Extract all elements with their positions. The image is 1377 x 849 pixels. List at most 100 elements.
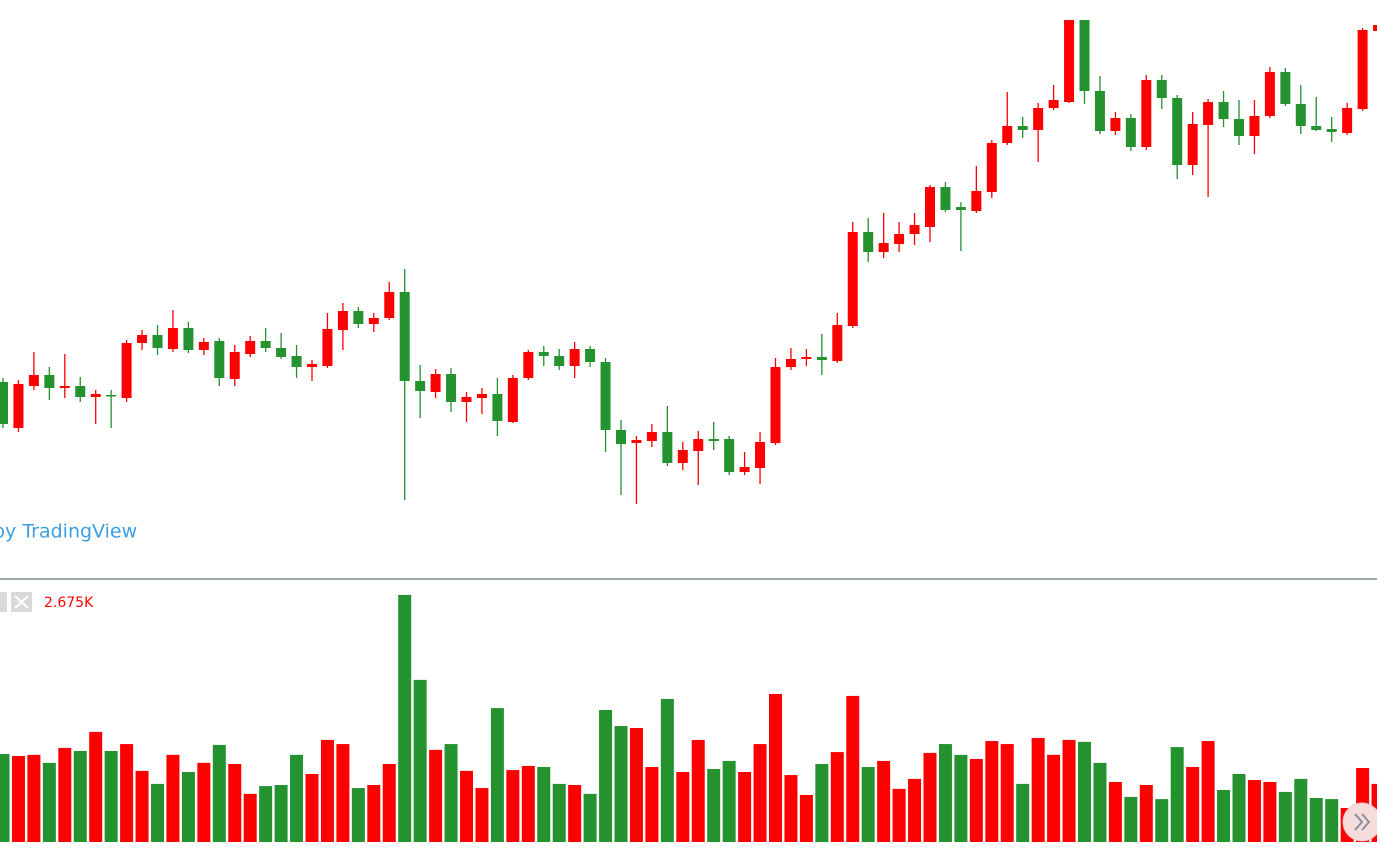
candle-body [1125,118,1136,147]
volume-bar [351,788,365,842]
candle-body [1079,20,1090,91]
volume-bar [954,754,968,842]
candle-body [631,440,642,443]
volume-bar [1016,783,1030,842]
volume-bar [228,763,242,842]
volume-bar [336,744,350,842]
candle-body [724,439,735,472]
volume-bar [799,794,813,842]
volume-bar [429,749,443,842]
volume-bar [320,739,334,842]
volume-bar [212,744,226,842]
volume-bar [305,773,319,842]
candle-body [415,381,426,391]
candle-body [1264,72,1275,116]
volume-bar [830,752,844,842]
volume-bar [660,698,674,842]
volume-bar [1294,778,1308,842]
candle-body [384,292,395,318]
volume-bar [1309,798,1323,842]
settings-icon[interactable] [0,592,7,612]
candle-body [523,352,534,378]
volume-bar [923,752,937,842]
candle-body [693,439,704,451]
candle-body [770,367,781,443]
candle-body [801,357,812,359]
candle-body [492,394,503,421]
volume-bar [645,767,659,842]
candle-body [847,232,858,326]
volume-bar [892,788,906,842]
volume-bar [908,778,922,842]
volume-bar [197,762,211,842]
volume-bar [676,772,690,842]
candle-body [307,364,317,367]
volume-bar [769,693,782,842]
candle-body [183,328,194,350]
candle-body [1156,80,1167,98]
volume-bar [1078,741,1091,842]
candle-body [198,342,209,350]
volume-bar [1155,799,1169,842]
volume-bar [444,744,458,842]
volume-bar [1000,744,1014,842]
candle-body [1017,126,1028,130]
candle-body [1002,126,1013,143]
candle-body [940,187,951,210]
volume-bar [73,750,87,842]
candle-body [909,225,920,234]
candle-body [1357,30,1368,109]
volume-bar [985,741,999,842]
candle-body [971,191,982,211]
candle-body [646,432,657,441]
volume-bar [521,765,535,842]
candle-body [955,207,966,210]
close-icon[interactable] [11,592,32,612]
volume-bar [1139,785,1153,842]
candle-body [1172,98,1183,165]
volume-bar [0,754,10,842]
volume-bar [290,754,304,842]
candle-body [569,349,580,366]
candle-body [229,352,240,379]
candle-body [894,234,905,244]
volume-bar [120,744,134,842]
scroll-right-button[interactable] [1342,802,1377,842]
volume-bar [1201,741,1215,842]
candle-body [832,325,843,361]
candle-body [554,356,565,366]
candle-body [1064,20,1075,102]
volume-bar [846,695,860,842]
candle-body [399,292,410,381]
candle-body [1110,118,1121,131]
candle-body [90,394,101,397]
volume-bar [181,772,195,842]
volume-bar [135,770,149,842]
volume-bar [552,783,566,842]
candle-body [322,329,333,366]
volume-bar [42,762,56,842]
price-pane [0,20,1377,504]
candle-body [245,341,256,354]
volume-bar [460,770,473,842]
candle-body [1311,126,1322,130]
candle-body [816,357,827,360]
volume-bar [1047,754,1061,842]
volume-bar [382,763,396,842]
volume-bar [1186,767,1200,842]
volume-bar [166,754,180,842]
volume-legend-value: 2.675K [44,595,94,611]
volume-bar [1263,781,1277,842]
volume-bar [568,785,582,842]
candle-body [1218,102,1229,119]
candle-body [507,378,518,422]
close-icon-glyph [14,595,29,609]
candle-body [28,375,39,386]
candle-body [446,374,457,402]
volume-bar [104,750,118,842]
volume-bar [599,710,613,842]
candle-body [75,386,86,397]
volume-bar [1170,747,1184,842]
volume-bar [1124,796,1138,842]
